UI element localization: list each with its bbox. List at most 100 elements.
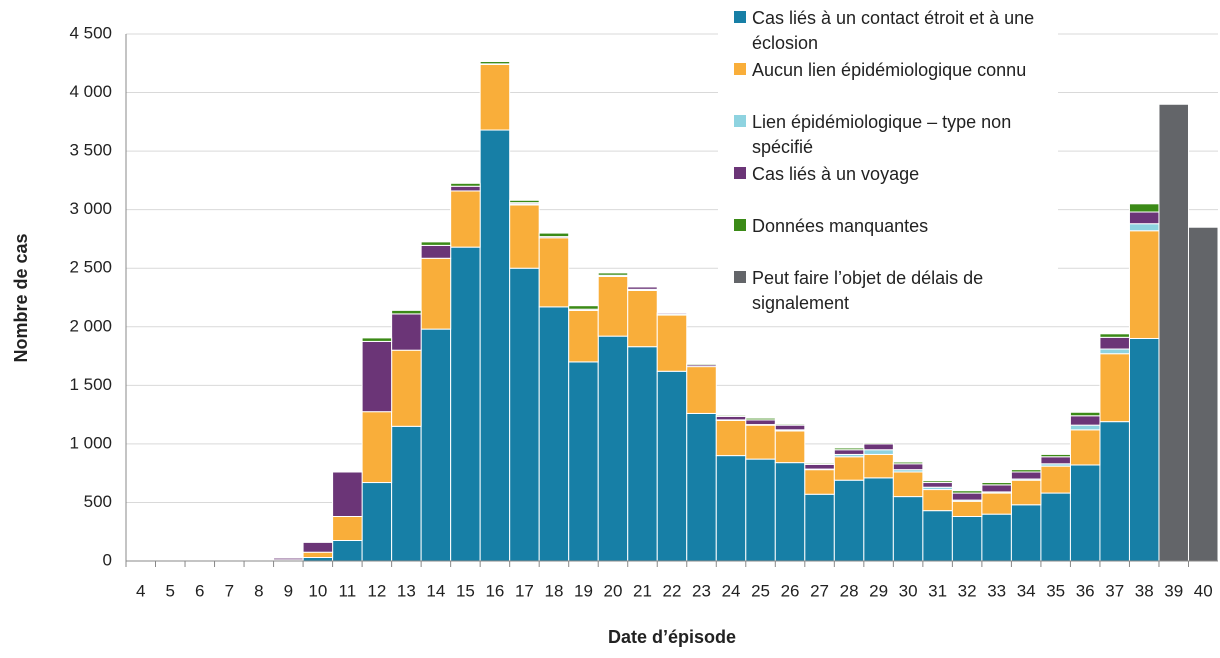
y-tick-label: 3 500 xyxy=(69,141,112,160)
bar-segment xyxy=(863,442,894,445)
bar-segment xyxy=(686,412,717,562)
x-tick-label: 11 xyxy=(339,581,357,600)
bar-segment xyxy=(863,477,894,562)
bar-segment xyxy=(538,232,570,238)
x-tick-label: 19 xyxy=(574,581,593,600)
legend-item: Cas liés à un contact étroit et à une éc… xyxy=(718,6,1058,58)
bar-segment xyxy=(568,305,599,310)
legend-swatch xyxy=(734,167,746,179)
x-tick-label: 10 xyxy=(308,581,327,600)
x-tick-label: 33 xyxy=(987,581,1006,600)
bar-segment xyxy=(391,349,422,427)
bar-segment xyxy=(479,61,511,65)
legend-swatch xyxy=(734,219,746,231)
bar-segment xyxy=(479,129,511,562)
x-tick-label: 31 xyxy=(928,581,947,600)
bar-segment xyxy=(332,470,363,473)
bar-segment xyxy=(1010,469,1042,473)
x-tick-label: 28 xyxy=(840,581,859,600)
bar-segment xyxy=(361,482,393,562)
bar-segment xyxy=(302,541,334,553)
bar-segment xyxy=(627,286,658,290)
bar-segment xyxy=(833,479,865,562)
x-tick-label: 16 xyxy=(485,581,504,600)
legend-label: Aucun lien épidémiologique connu xyxy=(752,60,1027,80)
bar-segment xyxy=(1040,492,1071,562)
bar-segment xyxy=(981,492,1012,515)
bar-segment xyxy=(1099,336,1130,350)
bar-segment xyxy=(420,328,452,562)
legend-label: Cas liés à un voyage xyxy=(752,164,920,184)
x-tick-label: 22 xyxy=(663,581,682,600)
bar-segment xyxy=(1069,429,1101,466)
legend-label: Peut faire l’objet de délais de signalem… xyxy=(752,268,984,313)
bar-segment xyxy=(981,482,1012,486)
bar-segment xyxy=(922,482,953,488)
bar-segment xyxy=(745,424,776,460)
bar-segment xyxy=(951,515,983,562)
legend-item: Données manquantes xyxy=(718,214,1058,266)
x-tick-label: 27 xyxy=(810,581,829,600)
bar-segment xyxy=(892,463,924,471)
bar-segment xyxy=(745,417,776,421)
bar-segment xyxy=(922,510,953,562)
y-axis-title: Nombre de cas xyxy=(11,233,31,362)
bar-segment xyxy=(804,463,835,470)
bar-segment xyxy=(1158,103,1189,562)
bar-segment xyxy=(804,462,835,465)
bar-segment xyxy=(1069,415,1101,426)
y-tick-label: 3 000 xyxy=(69,199,112,218)
bar-segment xyxy=(361,411,393,484)
legend-label: Lien épidémiologique – type non spécifié xyxy=(752,112,1012,157)
bar-segment xyxy=(273,557,304,561)
x-tick-label: 40 xyxy=(1194,581,1213,600)
y-tick-label: 500 xyxy=(84,492,112,511)
bar-segment xyxy=(361,337,393,342)
x-tick-label: 12 xyxy=(367,581,386,600)
x-tick-label: 37 xyxy=(1105,581,1124,600)
bar-segment xyxy=(1128,203,1160,213)
y-tick-label: 1 500 xyxy=(69,375,112,394)
bar-segment xyxy=(538,306,570,562)
bar-segment xyxy=(509,199,540,204)
bar-segment xyxy=(715,414,747,417)
bar-segment xyxy=(715,419,747,457)
bar-segment xyxy=(538,237,570,308)
bar-segment xyxy=(1010,479,1042,506)
bar-segment xyxy=(922,480,953,484)
bar-segment xyxy=(568,361,599,562)
bar-segment xyxy=(597,272,629,276)
bar-segment xyxy=(774,430,806,464)
bar-segment xyxy=(1010,504,1042,562)
bar-segment xyxy=(450,190,481,248)
x-tick-label: 39 xyxy=(1164,581,1183,600)
bar-segment xyxy=(656,314,688,372)
bar-segment xyxy=(1040,453,1071,458)
bar-segment xyxy=(804,493,835,562)
x-tick-label: 8 xyxy=(254,581,263,600)
bar-segment xyxy=(509,267,540,562)
bar-segment xyxy=(332,515,363,542)
bar-segment xyxy=(715,455,747,562)
bar-segment xyxy=(863,443,894,451)
bar-segment xyxy=(892,461,924,465)
x-tick-label: 15 xyxy=(456,581,475,600)
x-tick-label: 13 xyxy=(397,581,416,600)
x-tick-label: 30 xyxy=(899,581,918,600)
x-tick-label: 4 xyxy=(136,581,145,600)
x-tick-label: 21 xyxy=(633,581,652,600)
y-tick-label: 4 000 xyxy=(69,82,112,101)
x-tick-label: 17 xyxy=(515,581,534,600)
bar-segment xyxy=(804,469,835,495)
bar-segment xyxy=(981,484,1012,493)
bar-segment xyxy=(922,489,953,512)
x-tick-label: 24 xyxy=(722,581,741,600)
bar-segment xyxy=(833,449,865,455)
x-tick-label: 32 xyxy=(958,581,977,600)
bar-segment xyxy=(332,471,363,517)
bar-segment xyxy=(686,363,717,366)
bar-segment xyxy=(774,424,806,431)
bar-segment xyxy=(745,419,776,426)
bar-segment xyxy=(1187,226,1219,562)
